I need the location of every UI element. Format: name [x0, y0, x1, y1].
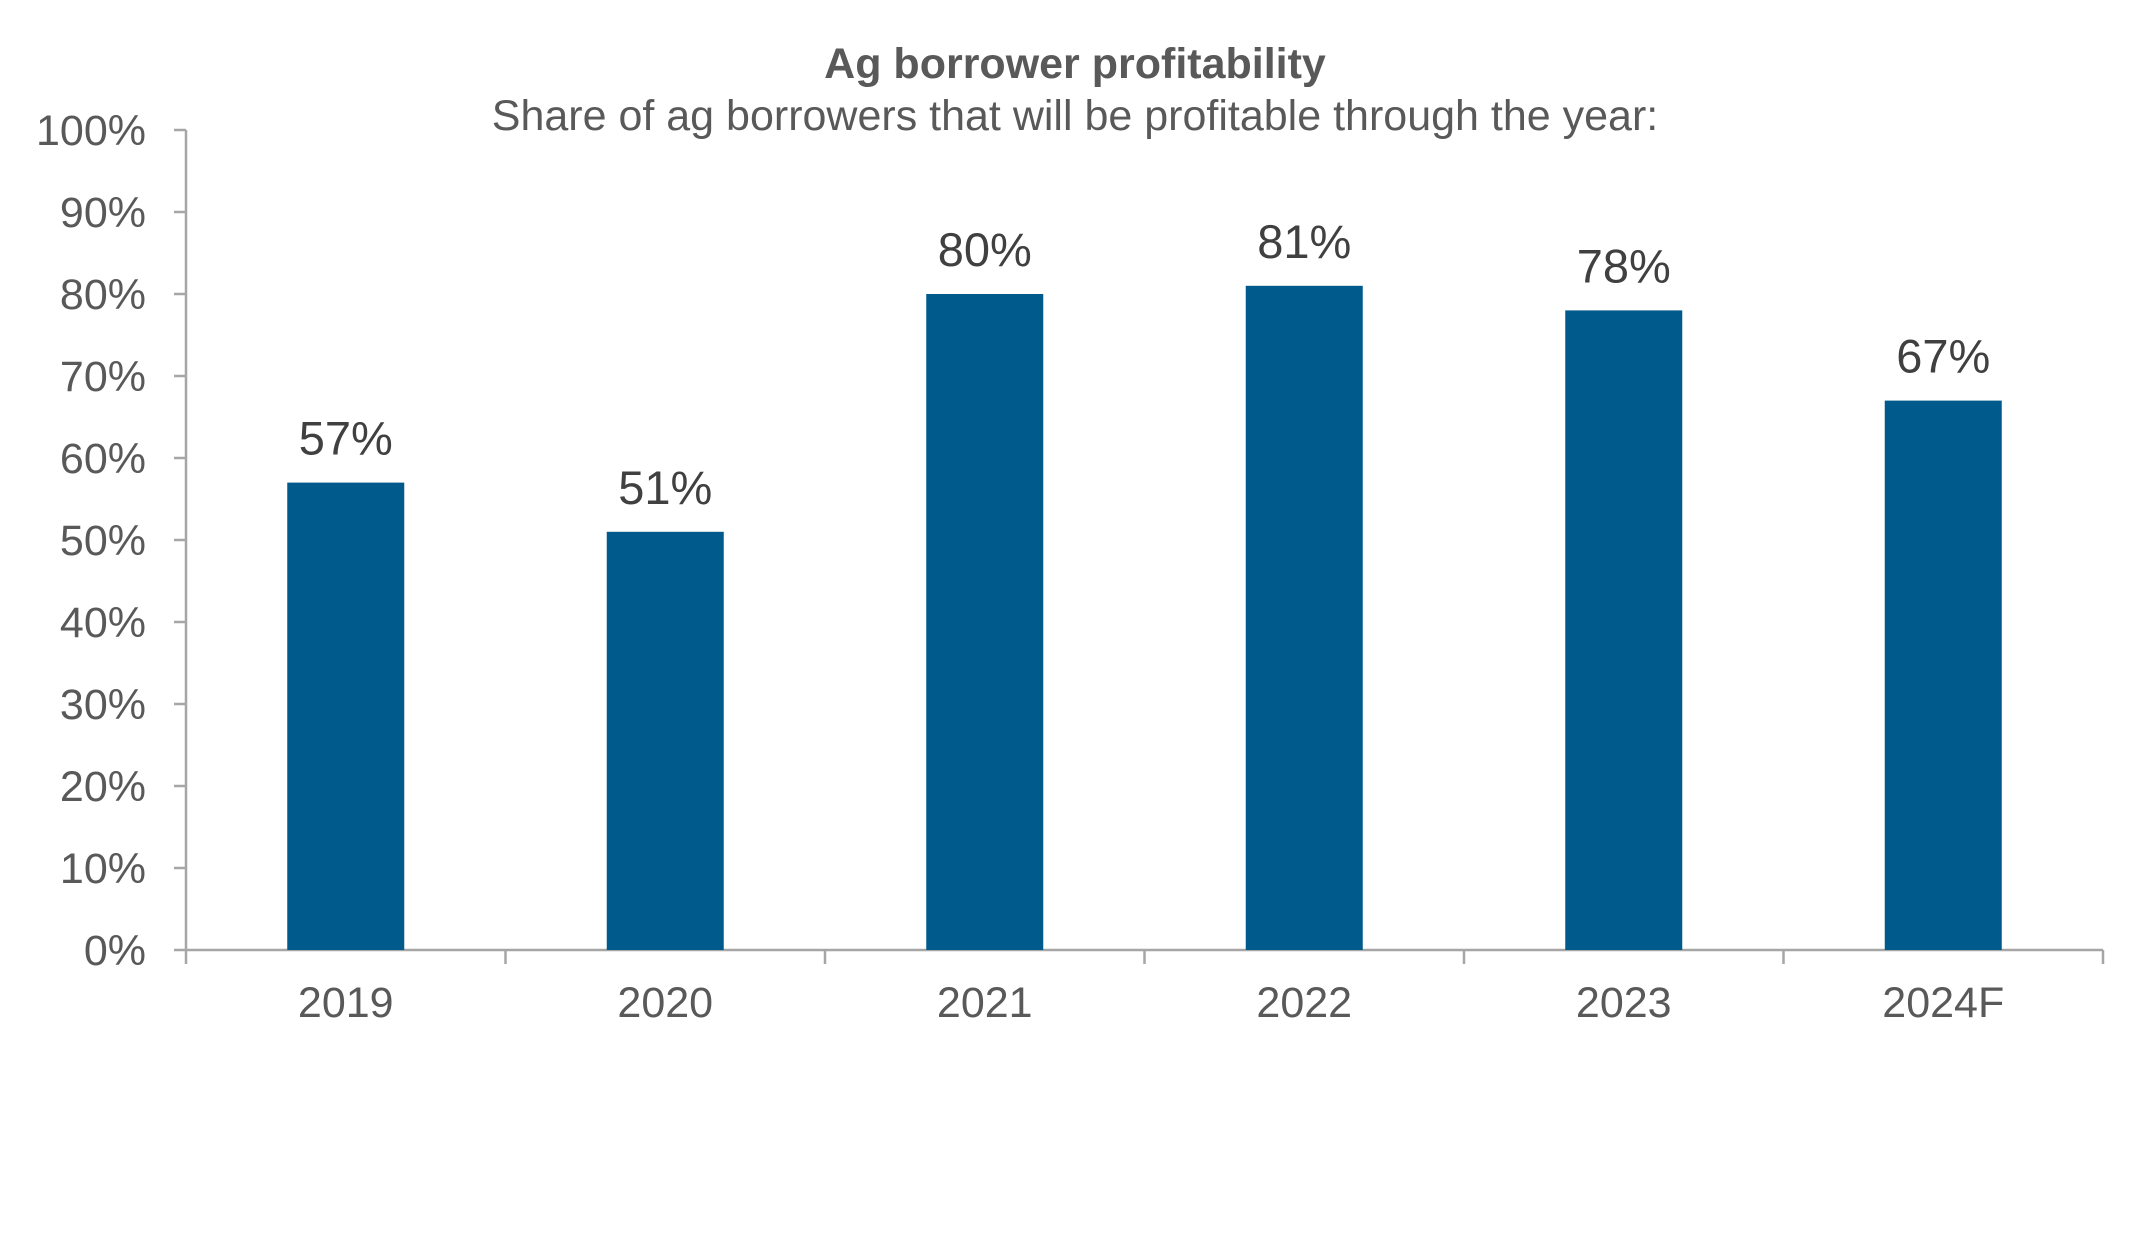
y-tick-label: 80% — [60, 271, 146, 319]
y-tick-label: 60% — [60, 435, 146, 483]
bar-data-label: 57% — [299, 412, 393, 465]
data-labels: 57% 51% 80% 81% 78% 67% — [299, 215, 1991, 514]
x-tick-label: 2020 — [617, 979, 713, 1027]
x-axis: 2019 2020 2021 2022 2023 2024F — [184, 948, 2105, 1027]
bar-series — [287, 285, 2002, 951]
y-tick-label: 0% — [84, 927, 146, 975]
bar — [287, 482, 405, 950]
y-tick-label: 30% — [60, 681, 146, 729]
bar — [1565, 310, 1683, 950]
bar — [606, 531, 724, 950]
x-tick-label: 2021 — [937, 979, 1033, 1027]
chart-title: Ag borrower profitability — [824, 40, 1326, 88]
y-tick-label: 70% — [60, 353, 146, 401]
bar-data-label: 78% — [1577, 239, 1671, 292]
y-tick-label: 40% — [60, 599, 146, 647]
bar-data-label: 51% — [618, 461, 712, 514]
x-tick-label: 2023 — [1576, 979, 1672, 1027]
y-tick-label: 20% — [60, 763, 146, 811]
bar-data-label: 67% — [1896, 330, 1990, 383]
chart-subtitle: Share of ag borrowers that will be profi… — [492, 92, 1658, 140]
bar — [1884, 400, 2002, 951]
y-tick-label: 10% — [60, 845, 146, 893]
bar — [926, 294, 1044, 950]
x-tick-label: 2024F — [1882, 979, 2004, 1027]
bar-data-label: 81% — [1257, 215, 1351, 268]
bar — [1245, 285, 1363, 950]
y-tick-label: 100% — [36, 107, 146, 155]
y-tick-label: 90% — [60, 189, 146, 237]
y-axis: 0% 10% 20% 30% 40% 50% 60% 70% 80% 90% 100% — [36, 107, 188, 975]
bar-data-label: 80% — [938, 223, 1032, 276]
x-tick-label: 2019 — [298, 979, 394, 1027]
y-tick-label: 50% — [60, 517, 146, 565]
x-tick-label: 2022 — [1256, 979, 1352, 1027]
